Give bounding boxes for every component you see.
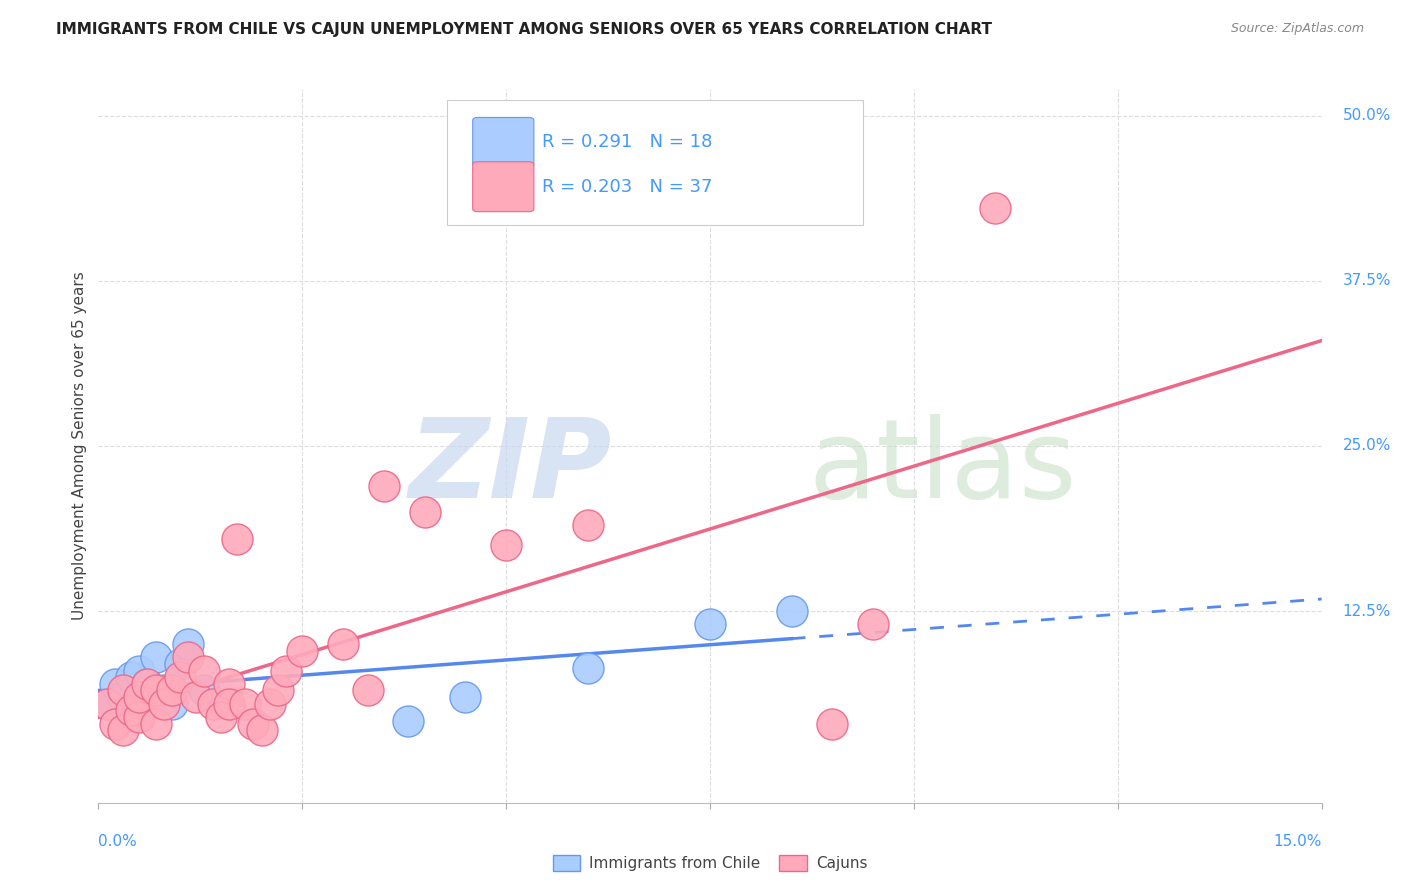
Point — [128, 710, 150, 724]
Point — [699, 617, 721, 632]
Text: 25.0%: 25.0% — [1343, 439, 1391, 453]
Point — [145, 716, 167, 731]
Point — [193, 683, 215, 698]
FancyBboxPatch shape — [447, 100, 863, 225]
Point — [160, 683, 183, 698]
Point — [209, 710, 232, 724]
Point — [413, 505, 436, 519]
Point — [373, 478, 395, 492]
Point — [226, 532, 249, 546]
Point — [291, 644, 314, 658]
Point — [201, 697, 224, 711]
Point — [576, 518, 599, 533]
Point — [259, 697, 281, 711]
Text: ZIP: ZIP — [409, 414, 612, 521]
Text: 12.5%: 12.5% — [1343, 604, 1391, 619]
Text: R = 0.203   N = 37: R = 0.203 N = 37 — [543, 178, 713, 195]
Point — [495, 538, 517, 552]
Point — [128, 697, 150, 711]
Text: IMMIGRANTS FROM CHILE VS CAJUN UNEMPLOYMENT AMONG SENIORS OVER 65 YEARS CORRELAT: IMMIGRANTS FROM CHILE VS CAJUN UNEMPLOYM… — [56, 22, 993, 37]
Point — [104, 716, 127, 731]
Point — [233, 697, 256, 711]
Point — [120, 703, 142, 717]
Point — [274, 664, 297, 678]
Point — [111, 723, 134, 738]
FancyBboxPatch shape — [472, 161, 534, 211]
Point — [250, 723, 273, 738]
Text: 50.0%: 50.0% — [1343, 108, 1391, 123]
Text: Source: ZipAtlas.com: Source: ZipAtlas.com — [1230, 22, 1364, 36]
Point — [104, 677, 127, 691]
Text: R = 0.291   N = 18: R = 0.291 N = 18 — [543, 134, 713, 152]
Point — [177, 637, 200, 651]
Point — [152, 697, 174, 711]
Point — [111, 683, 134, 698]
Point — [218, 677, 240, 691]
Point — [862, 617, 884, 632]
Point — [169, 657, 191, 671]
Point — [96, 697, 118, 711]
Point — [576, 661, 599, 675]
FancyBboxPatch shape — [472, 118, 534, 168]
Point — [96, 697, 118, 711]
Point — [120, 670, 142, 684]
Text: 15.0%: 15.0% — [1274, 834, 1322, 849]
Point — [152, 683, 174, 698]
Point — [128, 690, 150, 704]
Point — [356, 683, 378, 698]
Text: 37.5%: 37.5% — [1343, 273, 1391, 288]
Point — [145, 650, 167, 665]
Point — [332, 637, 354, 651]
Point — [111, 690, 134, 704]
Point — [193, 664, 215, 678]
Point — [160, 697, 183, 711]
Point — [218, 697, 240, 711]
Point — [169, 670, 191, 684]
Point — [267, 683, 290, 698]
Point — [821, 716, 844, 731]
Y-axis label: Unemployment Among Seniors over 65 years: Unemployment Among Seniors over 65 years — [72, 272, 87, 620]
Point — [136, 677, 159, 691]
Point — [780, 604, 803, 618]
Legend: Immigrants from Chile, Cajuns: Immigrants from Chile, Cajuns — [547, 849, 873, 877]
Point — [454, 690, 477, 704]
Point — [177, 650, 200, 665]
Text: atlas: atlas — [808, 414, 1077, 521]
Point — [396, 714, 419, 728]
Point — [145, 683, 167, 698]
Text: 0.0%: 0.0% — [98, 834, 138, 849]
Point — [136, 677, 159, 691]
Point — [242, 716, 264, 731]
Point — [186, 690, 208, 704]
Point — [984, 201, 1007, 215]
Point — [128, 664, 150, 678]
